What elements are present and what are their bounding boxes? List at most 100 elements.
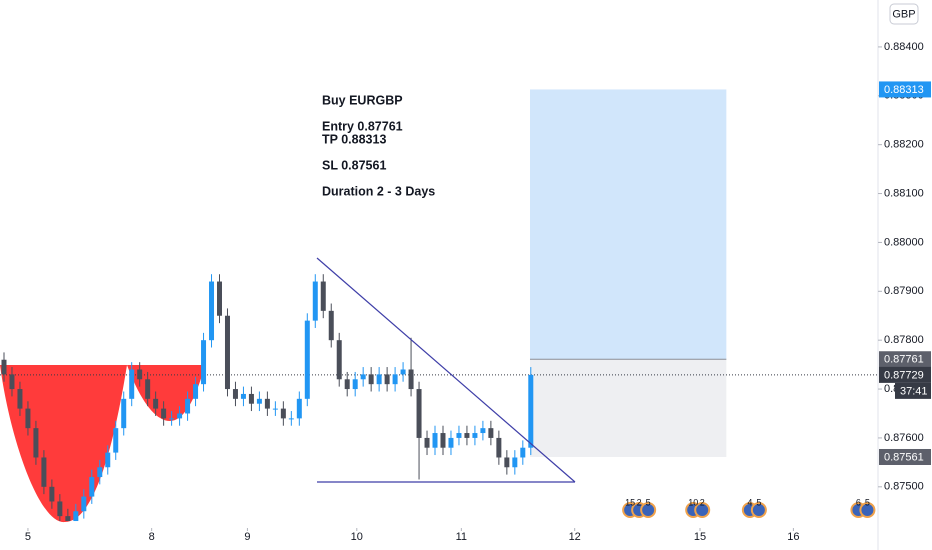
candle-body: [456, 433, 462, 438]
candle-body: [81, 496, 87, 512]
sl-label-bg: [879, 448, 931, 465]
candle-body: [161, 408, 167, 419]
candle-body: [312, 281, 318, 321]
x-tick-label: 16: [787, 531, 799, 543]
x-tick-label: 10: [351, 531, 363, 543]
candle-body: [185, 398, 191, 414]
event-icon: [859, 502, 876, 518]
candle-body: [193, 384, 199, 399]
candle-body: [328, 310, 334, 341]
candle-body: [488, 428, 494, 438]
candle-body: [520, 447, 526, 458]
take-profit-zone: [529, 89, 727, 360]
candle-body: [472, 433, 478, 438]
y-tick-label: 0.87800: [884, 334, 924, 346]
event-label: 5: [646, 497, 651, 507]
candle-body: [49, 486, 55, 502]
candle-body: [73, 511, 79, 522]
countdown: 37:41: [900, 385, 928, 397]
event-label: 10: [688, 497, 698, 507]
candle-body: [169, 418, 175, 420]
candle-body: [344, 379, 350, 390]
candle-body: [224, 315, 230, 390]
candle-body: [432, 433, 438, 448]
candle-body: [504, 457, 510, 468]
event-label: 5: [756, 497, 761, 507]
candle-body: [137, 369, 143, 380]
candle-body: [448, 437, 454, 448]
candle-body: [288, 418, 294, 420]
candle-body: [424, 437, 430, 448]
candle-body: [272, 408, 278, 410]
candle-body: [464, 433, 470, 438]
y-tick-label: 0.87600: [884, 432, 924, 444]
event-icon: [750, 502, 767, 518]
candle-body: [248, 393, 254, 404]
event-label: 2: [700, 497, 705, 507]
y-tick-label: 0.88200: [884, 139, 924, 151]
candle-body: [528, 374, 534, 448]
x-tick-label: 15: [694, 531, 706, 543]
triangle-upper: [316, 257, 576, 483]
event-icon: [694, 502, 711, 518]
candle-body: [280, 408, 286, 419]
candle-body: [145, 379, 151, 399]
y-tick-label: 0.87900: [884, 285, 924, 297]
marks: [0, 89, 878, 522]
candle-body: [336, 340, 342, 380]
candle-body: [352, 379, 358, 390]
event-icon: [640, 502, 657, 518]
candle-body: [201, 340, 207, 385]
candle-body: [121, 398, 127, 429]
last-price-label: 0.87729: [884, 369, 924, 381]
candle-body: [368, 374, 374, 385]
candle-body: [177, 413, 183, 419]
candle-body: [304, 320, 310, 399]
candle-body: [1, 359, 7, 375]
event-label: 5: [865, 497, 870, 507]
annotation: TP 0.88313: [322, 132, 386, 146]
tp-label-bg: [879, 81, 931, 98]
y-tick-label: 0.87500: [884, 481, 924, 493]
candle-body: [153, 398, 159, 409]
candle-body: [256, 398, 262, 404]
candle-body: [360, 374, 366, 380]
x-tick-label: 5: [25, 531, 31, 543]
candle-body: [376, 374, 382, 385]
candle-body: [25, 408, 31, 429]
currency: GBP: [892, 8, 915, 20]
y-tick-label: 0.88400: [884, 41, 924, 53]
candle-body: [9, 374, 15, 390]
last-price-label-bg: [879, 366, 931, 383]
entry-label-bg: [879, 351, 931, 368]
event-label: 15: [625, 497, 635, 507]
annotation: SL 0.87561: [322, 158, 386, 172]
candle-body: [496, 437, 502, 458]
candle-body: [113, 428, 119, 453]
candle-body: [232, 389, 238, 399]
event-label: 6: [856, 497, 861, 507]
candle-body: [392, 374, 398, 385]
event-label: 2: [637, 497, 642, 507]
candle-body: [105, 452, 111, 468]
candle-body: [209, 281, 215, 341]
candle-body: [480, 428, 486, 434]
x-tick-label: 8: [149, 531, 155, 543]
candle-body: [384, 374, 390, 385]
candle-body: [217, 281, 222, 316]
candle-body: [65, 516, 71, 522]
candle-body: [320, 281, 326, 311]
candle-body: [240, 393, 246, 399]
candle-body: [512, 457, 518, 468]
candle-body: [41, 457, 47, 487]
event-label: 4: [747, 497, 752, 507]
countdown-bg: [895, 382, 931, 399]
candle-body: [440, 433, 446, 448]
sl-label: 0.87561: [884, 451, 924, 463]
currency-box: [889, 3, 919, 25]
annotation: Duration 2 - 3 Days: [322, 184, 435, 198]
candle-body: [408, 369, 414, 390]
stop-loss-zone: [529, 359, 727, 457]
